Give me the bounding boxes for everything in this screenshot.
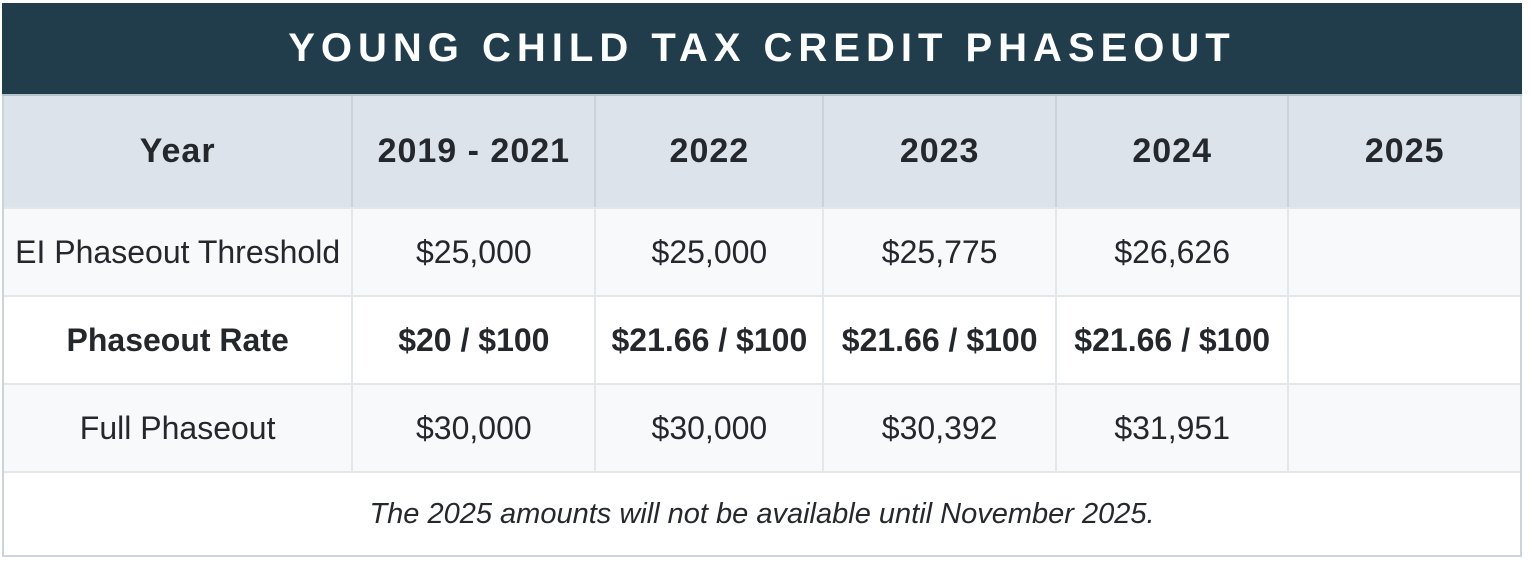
cell-threshold-2024: $26,626 <box>1054 207 1288 295</box>
col-header-2019-2021: 2019 - 2021 <box>351 96 595 207</box>
cell-rate-2023: $21.66 / $100 <box>822 295 1055 383</box>
cell-rate-2022: $21.66 / $100 <box>594 295 823 383</box>
footnote: The 2025 amounts will not be available u… <box>4 471 1520 555</box>
col-header-2025: 2025 <box>1287 96 1520 207</box>
table-title: YOUNG CHILD TAX CREDIT PHASEOUT <box>288 26 1236 70</box>
col-header-2022: 2022 <box>594 96 823 207</box>
col-header-year: Year <box>4 96 352 207</box>
footnote-row: The 2025 amounts will not be available u… <box>4 471 1520 555</box>
cell-threshold-2019-2021: $25,000 <box>351 207 595 295</box>
header-row: Year 2019 - 2021 2022 2023 2024 2025 <box>4 96 1520 207</box>
cell-full-2022: $30,000 <box>594 383 823 471</box>
cell-rate-2024: $21.66 / $100 <box>1054 295 1288 383</box>
tax-credit-table-card: YOUNG CHILD TAX CREDIT PHASEOUT Year 201… <box>2 3 1522 557</box>
cell-full-2024: $31,951 <box>1054 383 1288 471</box>
col-header-2024: 2024 <box>1054 96 1288 207</box>
cell-full-2025 <box>1287 383 1520 471</box>
col-header-2023: 2023 <box>822 96 1055 207</box>
table-row-phaseout-rate: Phaseout Rate $20 / $100 $21.66 / $100 $… <box>4 295 1520 383</box>
cell-rate-2019-2021: $20 / $100 <box>351 295 595 383</box>
cell-threshold-2023: $25,775 <box>822 207 1055 295</box>
phaseout-table: Year 2019 - 2021 2022 2023 2024 2025 EI … <box>2 96 1522 557</box>
table-title-bar: YOUNG CHILD TAX CREDIT PHASEOUT <box>2 3 1522 96</box>
cell-full-2019-2021: $30,000 <box>351 383 595 471</box>
table-row-full-phaseout: Full Phaseout $30,000 $30,000 $30,392 $3… <box>4 383 1520 471</box>
row-label-ei-phaseout-threshold: EI Phaseout Threshold <box>4 207 352 295</box>
table-row-ei-phaseout-threshold: EI Phaseout Threshold $25,000 $25,000 $2… <box>4 207 1520 295</box>
cell-full-2023: $30,392 <box>822 383 1055 471</box>
row-label-phaseout-rate: Phaseout Rate <box>4 295 352 383</box>
cell-threshold-2025 <box>1287 207 1520 295</box>
cell-threshold-2022: $25,000 <box>594 207 823 295</box>
row-label-full-phaseout: Full Phaseout <box>4 383 352 471</box>
cell-rate-2025 <box>1287 295 1520 383</box>
